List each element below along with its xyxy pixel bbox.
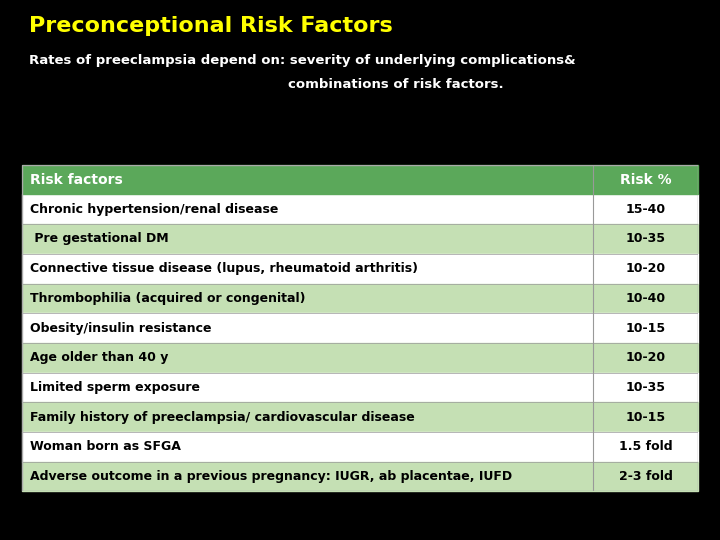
Bar [22,284,698,313]
Text: Obesity/insulin resistance: Obesity/insulin resistance [30,321,211,335]
Text: combinations of risk factors.: combinations of risk factors. [288,78,504,91]
Text: 10-20: 10-20 [626,262,666,275]
Text: 10-15: 10-15 [626,321,666,335]
Text: Risk %: Risk % [620,173,672,186]
Bar [22,165,698,194]
Bar [22,313,698,343]
Text: Chronic hypertension/renal disease: Chronic hypertension/renal disease [30,202,278,216]
Bar [22,462,698,491]
Text: Risk factors: Risk factors [30,173,122,186]
Text: 10-20: 10-20 [626,351,666,364]
Text: Connective tissue disease (lupus, rheumatoid arthritis): Connective tissue disease (lupus, rheuma… [30,262,418,275]
Text: Family history of preeclampsia/ cardiovascular disease: Family history of preeclampsia/ cardiova… [30,410,415,424]
Text: 10-35: 10-35 [626,381,666,394]
Text: Preconceptional Risk Factors: Preconceptional Risk Factors [29,16,392,36]
Bar [22,402,698,432]
Text: Age older than 40 y: Age older than 40 y [30,351,168,364]
Text: 15-40: 15-40 [626,202,666,216]
Text: Adverse outcome in a previous pregnancy: IUGR, ab placentae, IUFD: Adverse outcome in a previous pregnancy:… [30,470,512,483]
Bar [22,432,698,462]
Bar [22,373,698,402]
Text: 2-3 fold: 2-3 fold [619,470,673,483]
Text: 10-15: 10-15 [626,410,666,424]
Bar [22,224,698,254]
Bar [22,254,698,284]
Text: Thrombophilia (acquired or congenital): Thrombophilia (acquired or congenital) [30,292,305,305]
Text: 10-40: 10-40 [626,292,666,305]
Text: 1.5 fold: 1.5 fold [619,440,672,454]
Bar [22,343,698,373]
Bar [22,194,698,224]
Text: Rates of preeclampsia depend on: severity of underlying complications&: Rates of preeclampsia depend on: severit… [29,54,575,67]
Text: Pre gestational DM: Pre gestational DM [30,232,168,246]
Text: 10-35: 10-35 [626,232,666,246]
Text: Woman born as SFGA: Woman born as SFGA [30,440,181,454]
Text: Limited sperm exposure: Limited sperm exposure [30,381,199,394]
